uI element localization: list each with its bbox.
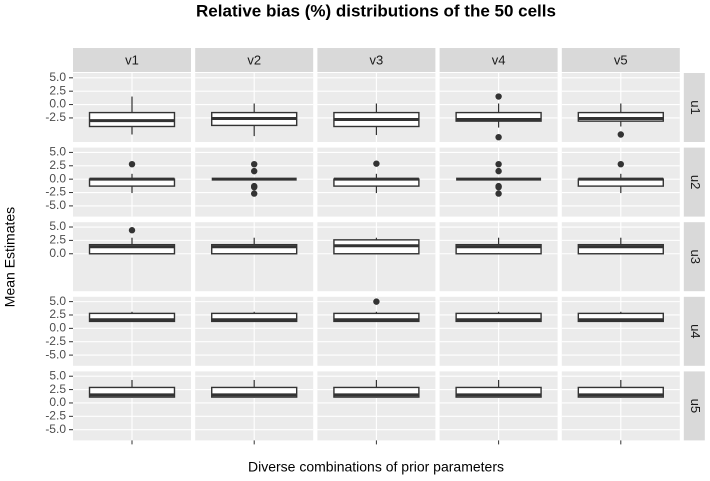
column-strip xyxy=(195,48,314,72)
y-tick-label: 5.0 xyxy=(49,219,66,233)
outlier xyxy=(617,160,624,168)
outlier xyxy=(373,298,380,305)
outlier xyxy=(495,167,502,175)
y-tick-label: 2.5 xyxy=(49,158,66,172)
outlier xyxy=(495,160,502,168)
y-tick-label: 0.0 xyxy=(49,395,66,409)
y-tick-label: -5.0 xyxy=(45,422,66,436)
outlier xyxy=(251,183,258,191)
outlier xyxy=(251,160,258,168)
box xyxy=(88,312,176,323)
row-strip xyxy=(683,296,705,366)
x-axis-title: Diverse combinations of prior parameters xyxy=(248,459,504,475)
box xyxy=(211,386,298,398)
row-strip-label: u1 xyxy=(688,100,703,114)
row-strip-label: u2 xyxy=(688,175,703,189)
outlier xyxy=(617,131,624,138)
outlier xyxy=(251,167,258,175)
y-tick-label: 5.0 xyxy=(49,145,66,159)
y-tick-label: 0.0 xyxy=(49,97,66,111)
chart-title: Relative bias (%) distributions of the 5… xyxy=(196,1,556,20)
box xyxy=(455,386,542,398)
y-tick-label: -5.0 xyxy=(45,347,66,361)
column-strip xyxy=(73,48,191,72)
y-tick-label: -5.0 xyxy=(45,198,66,212)
column-strip xyxy=(439,48,558,72)
box xyxy=(455,312,542,323)
y-tick-label: 5.0 xyxy=(49,70,66,84)
box xyxy=(333,312,420,323)
row-strip-label: u4 xyxy=(688,324,703,338)
y-tick-label: -2.5 xyxy=(45,185,66,199)
row-strip xyxy=(683,147,705,217)
y-tick-label: 2.5 xyxy=(49,307,66,321)
column-strip-label: v1 xyxy=(125,52,139,67)
y-tick-label: -2.5 xyxy=(45,110,66,124)
y-tick-label: 2.5 xyxy=(49,382,66,396)
box xyxy=(577,386,664,398)
outlier xyxy=(495,93,502,100)
column-strip-label: v4 xyxy=(492,52,506,67)
outlier xyxy=(373,160,380,167)
y-tick-label: 5.0 xyxy=(49,294,66,308)
box xyxy=(211,243,298,255)
y-tick-label: -2.5 xyxy=(45,334,66,348)
y-tick-label: -2.5 xyxy=(45,409,66,423)
box xyxy=(88,243,176,255)
row-strip-label: u3 xyxy=(688,249,703,263)
row-strip-label: u5 xyxy=(688,399,703,413)
outlier xyxy=(128,227,136,234)
outlier xyxy=(495,190,502,197)
outlier xyxy=(495,183,502,191)
column-strip-label: v2 xyxy=(247,52,261,67)
box xyxy=(455,243,542,255)
row-strip xyxy=(683,73,705,142)
column-strip xyxy=(561,48,680,72)
row-strip xyxy=(683,371,705,441)
box xyxy=(455,111,542,122)
outlier xyxy=(251,190,258,197)
y-axis-title: Mean Estimates xyxy=(2,207,18,307)
outlier xyxy=(128,160,136,168)
box xyxy=(577,312,664,323)
row-strip xyxy=(683,222,705,292)
box xyxy=(211,312,298,323)
y-tick-label: 0.0 xyxy=(49,246,66,260)
column-strip-label: v5 xyxy=(614,52,628,67)
y-tick-label: 0.0 xyxy=(49,171,66,185)
y-tick-label: 2.5 xyxy=(49,83,66,97)
y-tick-label: 2.5 xyxy=(49,233,66,247)
box xyxy=(577,111,664,122)
outlier xyxy=(495,133,502,141)
box xyxy=(333,386,420,398)
column-strip xyxy=(317,48,436,72)
box xyxy=(577,243,664,255)
box xyxy=(88,386,176,398)
y-tick-label: 0.0 xyxy=(49,321,66,335)
y-tick-label: 5.0 xyxy=(49,368,66,382)
column-strip-label: v3 xyxy=(370,52,384,67)
